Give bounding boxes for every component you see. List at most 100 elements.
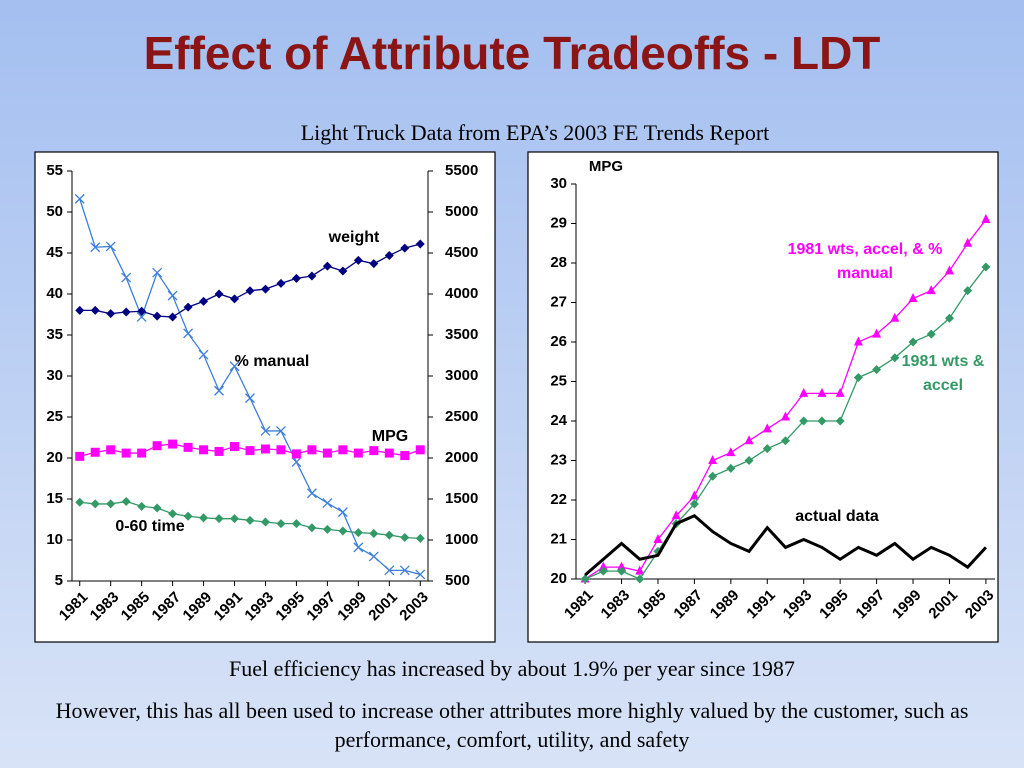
- data-point: [245, 515, 255, 525]
- y-tick-label: 24: [550, 412, 567, 429]
- y-tick-label: 22: [550, 491, 567, 508]
- y-tick-label: 20: [550, 570, 567, 587]
- data-point: [762, 444, 772, 454]
- data-point: [708, 471, 718, 481]
- chart-frame: [527, 151, 999, 643]
- data-point: [152, 267, 163, 278]
- data-point: [152, 441, 162, 451]
- data-point: [353, 542, 364, 553]
- y2-tick-label: 3500: [445, 326, 478, 343]
- series-label: MPG: [371, 428, 409, 445]
- data-point: [121, 448, 131, 458]
- series-label: % manual: [234, 353, 310, 370]
- series-label: actual data: [795, 508, 879, 525]
- data-point: [307, 523, 317, 533]
- data-point: [75, 451, 85, 461]
- data-point: [106, 309, 116, 319]
- data-point: [183, 328, 194, 339]
- data-point: [369, 528, 379, 538]
- data-point: [415, 445, 425, 455]
- data-point: [229, 361, 240, 372]
- footer-text: However, this has all been used to incre…: [55, 698, 969, 752]
- data-point: [291, 273, 301, 283]
- data-point: [260, 425, 271, 436]
- y-tick-label: 23: [550, 451, 567, 468]
- y-tick-label: 27: [550, 293, 567, 310]
- data-point: [168, 312, 178, 322]
- y-tick-label: 20: [46, 449, 63, 466]
- data-point: [369, 259, 379, 269]
- data-point: [781, 436, 790, 446]
- data-point: [908, 337, 918, 347]
- data-point: [275, 425, 286, 436]
- data-point: [415, 569, 426, 580]
- data-point: [400, 533, 410, 543]
- data-point: [90, 242, 101, 253]
- series-label: 0-60 time: [115, 518, 185, 535]
- data-point: [291, 519, 301, 529]
- data-point: [322, 498, 333, 509]
- data-point: [260, 284, 270, 294]
- data-point: [853, 373, 863, 383]
- data-point: [744, 435, 754, 445]
- data-point: [338, 266, 348, 276]
- data-point: [183, 511, 193, 521]
- data-point: [399, 565, 410, 576]
- chart-frame: [34, 151, 496, 643]
- data-point: [214, 446, 224, 456]
- data-point: [835, 416, 845, 426]
- subtitle: Light Truck Data from EPA’s 2003 FE Tren…: [300, 120, 770, 145]
- data-point: [908, 293, 918, 303]
- data-point: [726, 463, 736, 473]
- data-point: [799, 416, 809, 426]
- data-point: [90, 499, 100, 509]
- data-point: [384, 250, 394, 260]
- data-point: [276, 278, 286, 288]
- data-point: [338, 445, 348, 455]
- data-point: [872, 328, 882, 338]
- y-tick-label: 26: [550, 333, 567, 350]
- data-point: [981, 262, 991, 272]
- data-point: [136, 312, 147, 322]
- data-point: [245, 446, 255, 456]
- data-point: [214, 385, 225, 396]
- y-tick-label: 35: [46, 326, 63, 343]
- data-point: [199, 445, 209, 455]
- data-point: [106, 499, 116, 509]
- data-point: [817, 387, 827, 397]
- data-point: [121, 272, 132, 283]
- y-axis-label: MPG: [589, 158, 623, 175]
- data-point: [598, 561, 608, 571]
- data-point: [322, 524, 332, 534]
- data-point: [799, 387, 809, 397]
- data-point: [276, 445, 286, 455]
- y-tick-label: 10: [46, 531, 63, 548]
- data-point: [671, 510, 681, 520]
- y-tick-label: 29: [550, 214, 567, 231]
- data-point: [853, 336, 863, 346]
- data-point: [322, 448, 332, 458]
- y-tick-label: 45: [46, 244, 63, 261]
- y2-tick-label: 1000: [445, 531, 478, 548]
- data-point: [245, 393, 255, 404]
- y-tick-label: 40: [46, 285, 63, 302]
- y-tick-label: 55: [46, 162, 63, 179]
- y2-tick-label: 2000: [445, 449, 478, 466]
- y-tick-label: 21: [550, 530, 567, 547]
- data-point: [105, 241, 116, 252]
- data-point: [963, 237, 973, 247]
- data-point: [260, 517, 270, 527]
- data-point: [168, 509, 178, 519]
- data-point: [106, 445, 116, 455]
- data-point: [400, 451, 410, 461]
- data-point: [137, 306, 147, 316]
- data-point: [353, 255, 363, 265]
- data-point: [890, 312, 900, 322]
- data-point: [291, 457, 302, 468]
- y2-tick-label: 4500: [445, 244, 478, 261]
- data-point: [926, 285, 936, 295]
- data-point: [137, 501, 147, 511]
- data-point: [167, 290, 178, 301]
- series-label: 1981 wts, accel, & % manual: [787, 241, 943, 282]
- data-point: [230, 294, 240, 304]
